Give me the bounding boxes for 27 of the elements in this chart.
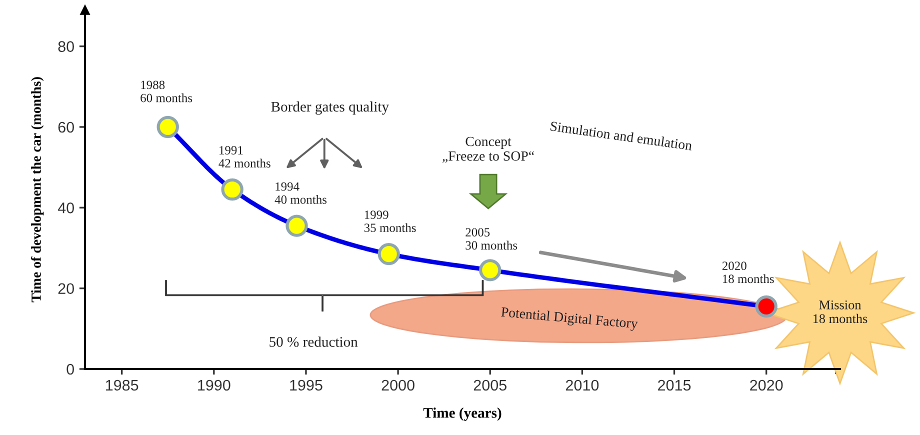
annotation: 2005 30 months bbox=[466, 228, 518, 250]
annotation: Mission 18 months bbox=[813, 300, 868, 324]
annotation: 1999 35 months bbox=[364, 210, 416, 232]
x-tick-label: 2000 bbox=[382, 380, 414, 391]
annotation: 1988 60 months bbox=[140, 80, 192, 102]
annotation: Simulation and emulation bbox=[550, 120, 693, 150]
annotation: 2020 18 months bbox=[722, 262, 774, 284]
x-tick-label: 1990 bbox=[198, 380, 230, 391]
y-axis-title: Time of development the car (months) bbox=[30, 77, 44, 302]
annotation: Border gates quality bbox=[271, 101, 389, 115]
x-axis-title: Time (years) bbox=[423, 408, 502, 421]
annotation: Potential Digital Factory bbox=[500, 306, 638, 332]
x-tick-label: 2015 bbox=[658, 380, 691, 391]
x-tick-label: 1995 bbox=[290, 380, 322, 391]
y-tick-label: 40 bbox=[58, 202, 74, 214]
x-tick-label: 1985 bbox=[106, 380, 138, 391]
y-tick-label: 80 bbox=[58, 41, 74, 52]
y-tick-label: 20 bbox=[58, 283, 74, 294]
annotation: 50 % reduction bbox=[270, 336, 358, 347]
x-tick-label: 2020 bbox=[750, 380, 783, 391]
x-tick-label: 2010 bbox=[566, 380, 599, 391]
annotation: 1994 40 months bbox=[274, 182, 327, 204]
annotation: Concept „Freeze to SOP“ bbox=[442, 136, 534, 163]
y-tick-label: 0 bbox=[66, 364, 74, 375]
x-tick-label: 2005 bbox=[474, 380, 506, 391]
annotation: 1991 42 months bbox=[218, 146, 270, 168]
y-tick-label: 60 bbox=[58, 122, 74, 133]
